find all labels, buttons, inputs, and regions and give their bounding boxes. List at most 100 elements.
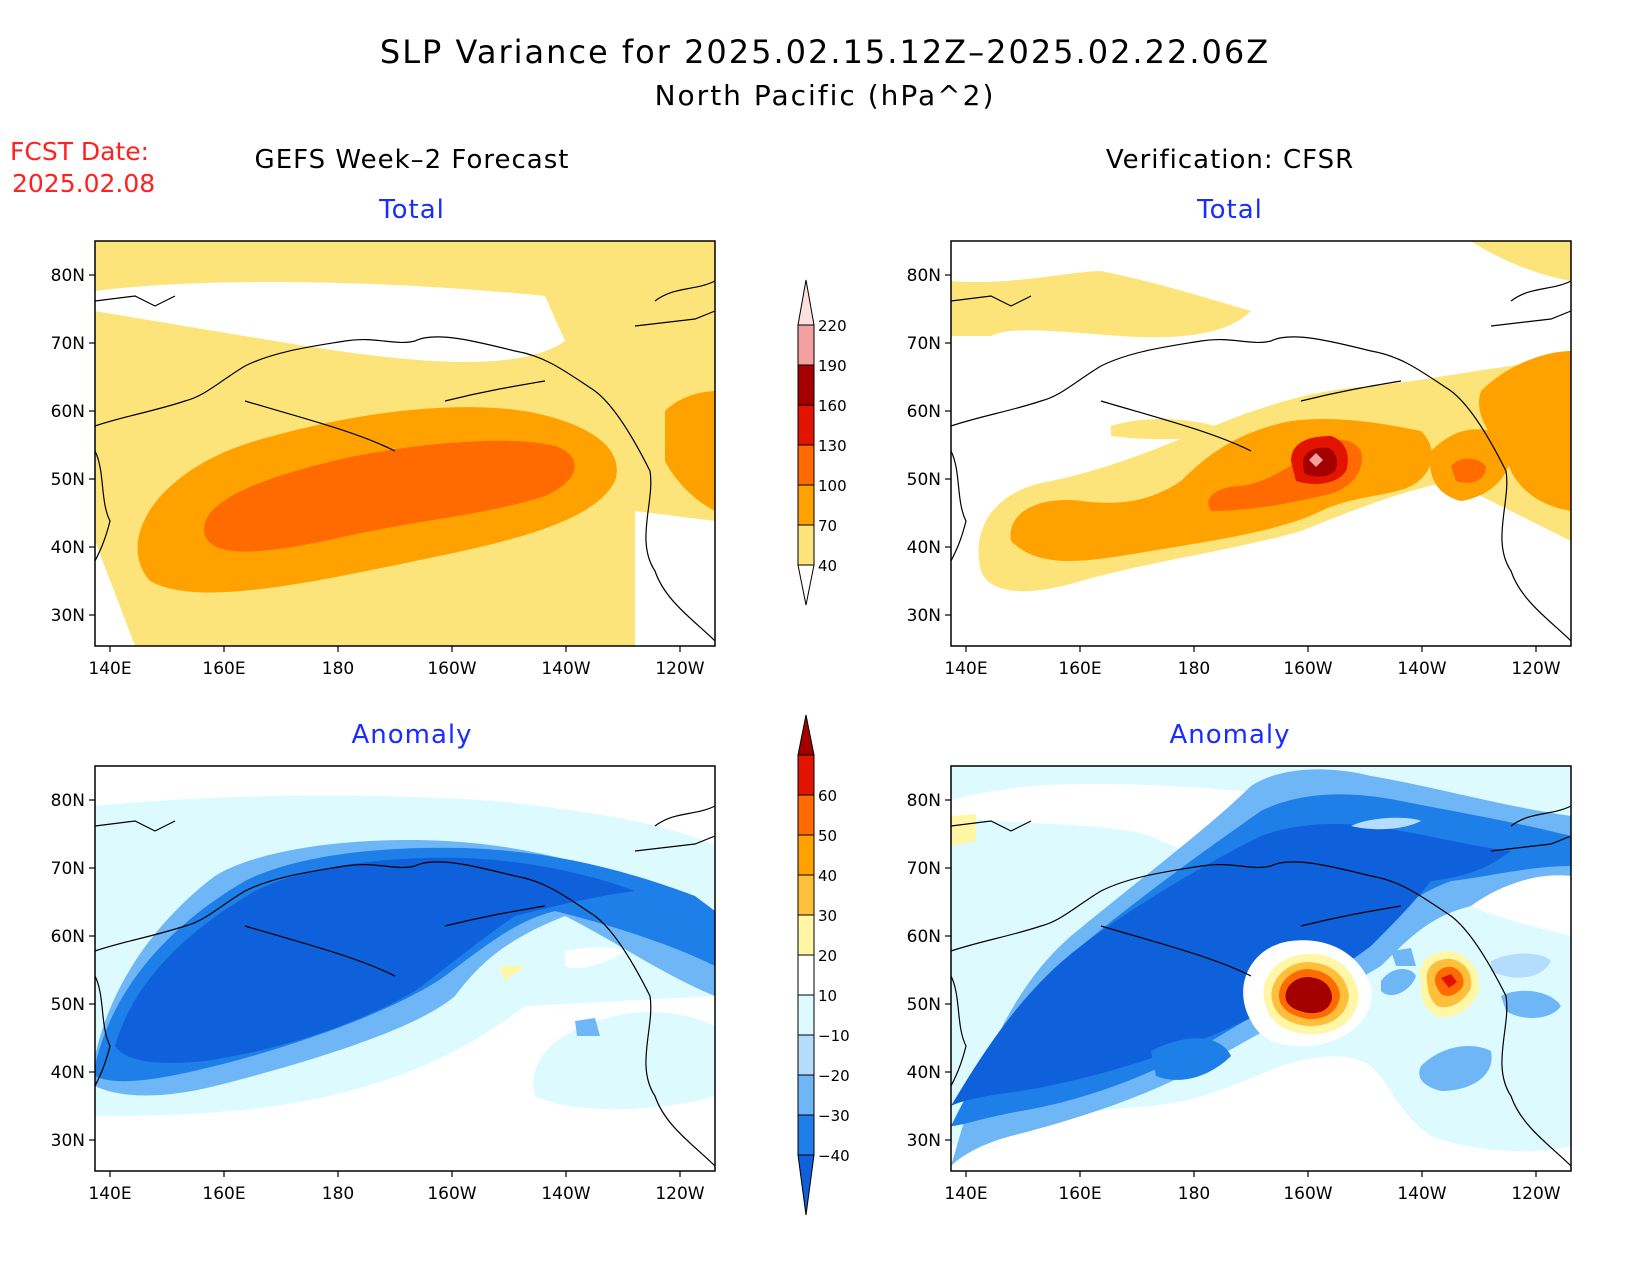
colorbar-total-label: 70: [818, 517, 837, 535]
colorbar-segment: [797, 794, 815, 836]
colorbar-anomaly-label: −30: [818, 1107, 850, 1125]
panel-title-gefs-total: Total: [378, 195, 445, 225]
map-frame: [950, 765, 1572, 1172]
colorbar-segment: [797, 324, 815, 366]
x-tick-label: 140W: [1397, 1184, 1446, 1204]
column-title-left: GEFS Week–2 Forecast: [255, 145, 570, 175]
colorbar-segment: [797, 754, 815, 796]
colorbar-anomaly-label: 30: [818, 907, 837, 925]
x-tick-label: 140W: [1397, 659, 1446, 679]
y-tick-label: 30N: [51, 606, 85, 626]
y-tick-label: 40N: [907, 1063, 941, 1083]
colorbar-segment: [797, 874, 815, 916]
colorbar-total-label: 40: [818, 557, 837, 575]
x-tick-label: 160E: [202, 659, 245, 679]
x-tick-label: 120W: [655, 659, 704, 679]
panel-title-gefs-anomaly: Anomaly: [351, 720, 472, 750]
column-title-right: Verification: CFSR: [1106, 145, 1354, 175]
map-frame: [94, 240, 716, 647]
x-tick-label: 140W: [541, 1184, 590, 1204]
x-tick-label: 140E: [944, 659, 987, 679]
x-tick-label: 180: [322, 659, 354, 679]
x-tick-label: 160W: [427, 659, 476, 679]
colorbar-total-label: 130: [818, 437, 847, 455]
coastlines: [950, 805, 1572, 1167]
colorbar-anomaly-label: −20: [818, 1067, 850, 1085]
x-tick-label: 160E: [1058, 659, 1101, 679]
colorbar-anomaly: −40 −30 −20 −10 10 20 30 40 50 60: [797, 714, 850, 1216]
x-tick-label: 180: [1178, 1184, 1210, 1204]
colorbar-segment: [797, 364, 815, 406]
colorbar-total-label: 190: [818, 357, 847, 375]
field-total-high: [204, 440, 575, 552]
x-tick-label: 120W: [655, 1184, 704, 1204]
y-tick-label: 80N: [907, 266, 941, 286]
colorbar-segment: [797, 1034, 815, 1076]
colorbar-extend-low: [797, 564, 815, 606]
coastlines: [94, 280, 716, 642]
y-tick-label: 30N: [51, 1131, 85, 1151]
x-tick-label: 120W: [1511, 659, 1560, 679]
y-tick-label: 80N: [51, 266, 85, 286]
colorbar-anomaly-label: 40: [818, 867, 837, 885]
map-frame: [94, 765, 716, 1172]
colorbar-segment: [797, 914, 815, 956]
colorbar-segment: [797, 279, 815, 326]
x-tick-label: 140E: [944, 1184, 987, 1204]
colorbar-segment: [797, 1114, 815, 1156]
colorbar-segment: [797, 954, 815, 996]
colorbar-extend-high: [797, 714, 815, 756]
colorbar-segment: [797, 994, 815, 1036]
y-tick-label: 70N: [907, 859, 941, 879]
colorbar-total-label: 160: [818, 397, 847, 415]
y-tick-label: 50N: [907, 995, 941, 1015]
y-tick-label: 40N: [907, 538, 941, 558]
map-panel-gefs-total: 140E 160E 180 160W 140W 120W 80N 70N 60N 50N 40N 3…: [51, 240, 716, 679]
x-tick-label: 160W: [1283, 659, 1332, 679]
colorbar-segment: [797, 834, 815, 876]
fcst-date-label: FCST Date:: [10, 137, 149, 166]
coastlines: [94, 805, 716, 1167]
map-panel-cfsr-total: 140E 160E 180 160W 140W 120W 80N 70N 60N 50N 40N 3…: [907, 240, 1572, 679]
map-panel-cfsr-anomaly: 140E 160E 180 160W 140W 120W 80N 70N 60N 50N 40N 3…: [907, 765, 1572, 1204]
y-tick-label: 30N: [907, 1131, 941, 1151]
y-tick-label: 40N: [51, 538, 85, 558]
x-tick-label: 160W: [427, 1184, 476, 1204]
colorbar-anomaly-label: −10: [818, 1027, 850, 1045]
colorbar-anomaly-label: −40: [818, 1147, 850, 1165]
x-tick-label: 160E: [1058, 1184, 1101, 1204]
fcst-date-value: 2025.02.08: [12, 169, 155, 198]
main-title-line1: SLP Variance for 2025.02.15.12Z–2025.02.…: [380, 33, 1270, 71]
coastlines: [950, 280, 1572, 642]
colorbar-total: 40 70 100 130 160 190 220: [797, 279, 847, 606]
y-tick-label: 70N: [51, 859, 85, 879]
y-tick-label: 60N: [51, 402, 85, 422]
y-tick-label: 50N: [51, 470, 85, 490]
x-tick-label: 140E: [88, 1184, 131, 1204]
colorbar-extend-low: [797, 1154, 815, 1216]
panel-title-cfsr-anomaly: Anomaly: [1169, 720, 1290, 750]
colorbar-anomaly-label: 50: [818, 827, 837, 845]
y-tick-label: 60N: [907, 402, 941, 422]
y-tick-label: 80N: [51, 791, 85, 811]
map-frame: [950, 240, 1572, 647]
x-tick-label: 180: [1178, 659, 1210, 679]
x-tick-label: 140E: [88, 659, 131, 679]
x-tick-label: 180: [322, 1184, 354, 1204]
y-tick-label: 60N: [51, 927, 85, 947]
y-tick-label: 50N: [51, 995, 85, 1015]
y-tick-label: 30N: [907, 606, 941, 626]
main-title-line2: North Pacific (hPa^2): [655, 79, 996, 112]
x-tick-label: 160E: [202, 1184, 245, 1204]
map-panel-gefs-anomaly: 140E 160E 180 160W 140W 120W 80N 70N 60N 50N 40N 3…: [51, 765, 716, 1204]
colorbar-anomaly-label: 20: [818, 947, 837, 965]
colorbar-total-label: 220: [818, 317, 847, 335]
y-tick-label: 70N: [907, 334, 941, 354]
panel-title-cfsr-total: Total: [1196, 195, 1263, 225]
colorbar-segment: [797, 524, 815, 566]
colorbar-segment: [797, 404, 815, 446]
colorbar-segment: [797, 1074, 815, 1116]
y-tick-label: 70N: [51, 334, 85, 354]
